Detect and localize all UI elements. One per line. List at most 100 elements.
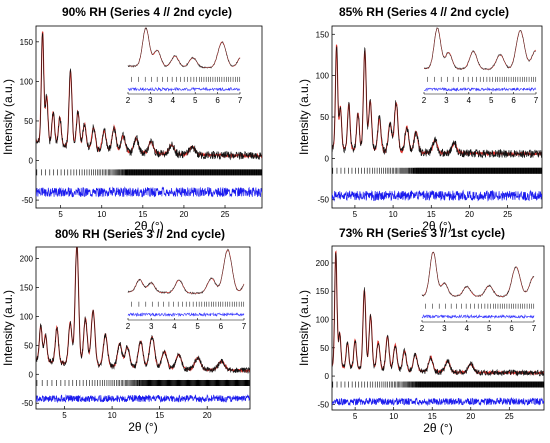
inset-calculated-line [421,251,535,297]
calculated-pattern-line [36,31,262,159]
y-tick-label: 100 [316,316,330,325]
x-tick-label: 25 [505,412,514,421]
inset-bragg-ticks [131,301,245,307]
inset: 2 3 4 5 6 7 [126,248,247,331]
inset-calculated-line [424,27,536,70]
inset-x-tick-label: 7 [238,96,243,105]
inset-observed-line [127,27,241,69]
inset-x-tick-label: 6 [511,96,516,105]
panel-4: 73% RH (Series 3 // 1st cycle) -50 0 50 100 1… [297,226,545,435]
inset-x-tick-label: 4 [465,324,470,333]
inset-x-tick-label: 3 [149,322,154,331]
x-tick-label: 5 [353,412,358,421]
inset-difference-line [127,312,245,318]
inset-x-tick-label: 7 [534,96,539,105]
x-tick-label: 20 [465,210,474,219]
inset-x-tick-label: 2 [126,96,131,105]
x-tick-label: 5 [58,210,63,219]
x-tick-label: 10 [389,412,398,421]
inset-x-tick-label: 5 [193,96,198,105]
x-axis-label: 2θ (°) [128,420,157,434]
y-tick-label: 200 [316,259,330,268]
inset-x-tick-label: 3 [442,324,447,333]
x-tick-label: 10 [108,411,117,420]
inset-x-tick-label: 5 [489,96,494,105]
axes-frame [331,245,545,411]
plot-area [36,247,250,404]
inset: 2 3 4 5 6 7 [126,27,243,105]
x-tick-label: 15 [427,210,436,219]
panel-2: 85% RH (Series 4 // 2nd cycle) -50 0 50 100 1… [297,5,543,233]
inset-x-tick-label: 4 [172,322,177,331]
difference-curve [332,189,542,202]
x-tick-label: 10 [389,210,398,219]
bragg-ticks [36,169,262,176]
x-axis-label: 2θ (°) [422,219,451,233]
x-axis-label: 2θ (°) [134,219,163,233]
y-axis-label: Intensity (a.u.) [1,290,15,366]
inset-x-tick-label: 4 [467,96,472,105]
y-tick-label: 0 [325,372,330,381]
x-tick-label: 20 [203,411,212,420]
inset-difference-line [423,86,537,92]
x-tick-label: 5 [353,210,358,219]
difference-curve [36,186,262,198]
inset-calculated-line [128,27,241,69]
inset-x-tick-label: 2 [126,322,131,331]
x-tick-label: 15 [428,412,437,421]
x-tick-label: 5 [62,411,67,420]
y-axis-label: Intensity (a.u.) [1,79,15,155]
inset-observed-line [421,251,535,298]
axes-frame [331,25,543,209]
y-tick-label: -50 [21,399,33,408]
inset-x-tick-label: 6 [509,324,514,333]
y-tick-label: 50 [320,344,329,353]
calculated-pattern-line [332,250,544,376]
inset: 2 3 4 5 6 7 [422,26,539,105]
y-axis-label: Intensity (a.u.) [297,290,311,366]
observed-pattern-line [36,32,262,161]
y-tick-label: 150 [20,284,34,293]
inset: 2 3 4 5 6 7 [420,251,537,333]
x-tick-label: 15 [155,411,164,420]
bragg-ticks [36,379,250,386]
y-tick-label: 50 [24,117,33,126]
x-tick-label: 25 [221,210,230,219]
x-tick-label: 25 [503,210,512,219]
observed-pattern-line [332,46,542,159]
y-tick-label: 100 [316,72,330,81]
plot-area [332,44,542,202]
y-tick-label: 100 [20,312,34,321]
inset-bragg-ticks [131,76,241,82]
y-tick-label: 0 [29,370,34,379]
y-tick-label: 150 [316,30,330,39]
y-tick-label: -50 [317,196,329,205]
bragg-ticks [332,167,542,174]
difference-curve [36,394,250,404]
x-tick-label: 10 [97,210,106,219]
y-tick-label: 200 [20,255,34,264]
inset-x-tick-label: 2 [422,96,427,105]
inset-difference-line [127,86,241,92]
panel-1: 90% RH (Series 4 // 2nd cycle) -50 0 50 100 1… [1,5,263,233]
y-tick-label: 100 [20,77,34,86]
inset-x-tick-label: 2 [420,324,425,333]
y-tick-label: -50 [21,196,33,205]
y-tick-label: 0 [29,157,34,166]
axes-frame [35,25,263,209]
plot-area [332,250,544,407]
inset-x-tick-label: 7 [242,322,247,331]
x-tick-label: 20 [466,412,475,421]
y-tick-label: 0 [325,154,330,163]
x-tick-label: 15 [138,210,147,219]
axes-frame [35,246,251,410]
inset-x-tick-label: 4 [171,96,176,105]
y-tick-label: 50 [320,113,329,122]
inset-x-tick-label: 6 [215,96,220,105]
inset-x-tick-label: 6 [219,322,224,331]
panel-title: 90% RH (Series 4 // 2nd cycle) [62,5,232,19]
inset-observed-line [423,26,537,71]
plot-area [36,31,262,198]
panel-title: 80% RH (Series 3 // 2nd cycle) [55,227,225,241]
